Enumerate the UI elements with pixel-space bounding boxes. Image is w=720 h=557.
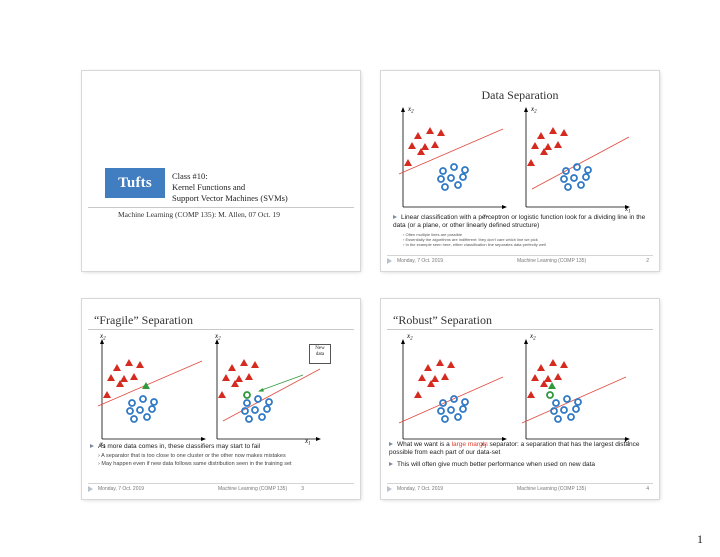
slide-2-title: Data Separation: [481, 88, 559, 102]
x-axis-label: x1: [99, 440, 106, 449]
slide-2-sub-1: › Often multiple lines are possible: [403, 232, 463, 237]
y-axis-label: x2: [530, 105, 537, 115]
title-line-1: Class #10:: [172, 171, 208, 181]
circles: [437, 163, 469, 191]
slide-2-data-separation[interactable]: Data Separation x2 x1: [381, 71, 659, 271]
x-axis-label: x1: [624, 205, 631, 215]
plot-right: x2 x1: [524, 105, 631, 215]
footer-date: Monday, 7 Oct. 2019: [98, 486, 145, 492]
y-axis-label: x2: [407, 105, 414, 115]
slide-4-title: “Robust” Separation: [393, 313, 492, 327]
x-axis-label: x1: [304, 437, 311, 447]
y-arrow: [401, 107, 405, 112]
footer-slide-number: 3: [301, 486, 304, 492]
slide-2-sub-3: › In the example seen here, either class…: [403, 242, 546, 247]
circles: [560, 163, 592, 191]
x-axis-label: x1: [482, 212, 489, 217]
new-data-point: [548, 382, 556, 389]
footer-date: Monday, 7 Oct. 2019: [397, 258, 444, 264]
triangles: [527, 127, 568, 166]
x-arrow: [502, 205, 507, 209]
footer-slide-number: 4: [646, 486, 649, 492]
footer-arrow-icon: [387, 486, 392, 492]
x-axis-label: x1: [623, 437, 630, 447]
footer-course: Machine Learning (COMP 135): [517, 258, 587, 264]
separator-line: [398, 128, 504, 175]
footer-date: Monday, 7 Oct. 2019: [397, 486, 444, 492]
y-axis-label: x2: [99, 332, 106, 342]
bullet-arrow-icon: [389, 462, 393, 467]
slide-4-robust-separation[interactable]: “Robust” Separation x2 x1 x2: [381, 299, 659, 499]
footer-course: Machine Learning (COMP 135): [218, 486, 288, 492]
new-data-callout: New data: [309, 344, 331, 364]
title-line-3: Support Vector Machines (SVMs): [172, 193, 288, 203]
y-axis-label: x2: [529, 332, 536, 342]
triangles: [404, 127, 445, 166]
y-axis-label: x2: [214, 332, 221, 342]
slide-3-title: “Fragile” Separation: [94, 313, 193, 327]
footer-arrow-icon: [387, 258, 392, 264]
slide-1-title-text: Class #10: Kernel Functions and Support …: [172, 171, 288, 204]
bullet-arrow-icon: [90, 444, 94, 449]
footer-course: Machine Learning (COMP 135): [517, 486, 587, 492]
plot-right: x2 x1: [521, 332, 630, 447]
y-arrow: [524, 107, 528, 112]
slide-3-footer: Monday, 7 Oct. 2019 Machine Learning (CO…: [88, 483, 354, 494]
slide-3-sub-1: › A separator that is too close to one c…: [98, 453, 286, 459]
slide-4-bullet-2: This will often give much better perform…: [389, 461, 651, 469]
plot-left: x2 x1: [398, 332, 507, 449]
slide-3-bullet: As more data comes in, these classifiers…: [90, 443, 350, 451]
footer-arrow-icon: [88, 486, 93, 492]
x-arrow: [625, 205, 630, 209]
separator-line: [521, 376, 627, 424]
slide-3-title-rule: [88, 329, 354, 330]
slide-4-title-rule: [387, 329, 653, 330]
callout-arrowhead: [258, 388, 264, 392]
plot-right: x2 x1: [214, 332, 321, 447]
large-margin-highlight: large margin: [451, 441, 488, 448]
plot-left: x2 x1: [97, 332, 206, 449]
title-line-2: Kernel Functions and: [172, 182, 246, 192]
page-number: 1: [697, 532, 703, 546]
callout-arrow: [258, 374, 304, 392]
footer-slide-number: 2: [646, 258, 649, 264]
separator-line: [531, 136, 630, 190]
slide-2-footer: Monday, 7 Oct. 2019 Machine Learning (CO…: [387, 255, 653, 266]
separator-line: [97, 360, 203, 407]
y-axis-label: x2: [406, 332, 413, 342]
tufts-logo: Tufts: [105, 168, 165, 198]
slide-3-fragile-separation[interactable]: “Fragile” Separation x2 x1: [82, 299, 360, 499]
new-data-point: [142, 382, 150, 389]
bullet-arrow-icon: [389, 442, 393, 447]
separator-line: [222, 368, 321, 422]
slide-1-divider: [88, 207, 354, 208]
slide-1-subtitle: Machine Learning (COMP 135): M. Allen, 0…: [118, 210, 280, 219]
slide-2-sub-2: › Essentially the algorithms are indiffe…: [403, 237, 538, 242]
slide-4-footer: Monday, 7 Oct. 2019 Machine Learning (CO…: [387, 483, 653, 494]
slide-4-bullet-1: What we want is a large margin separator…: [389, 441, 640, 456]
slide-3-sub-2: › May happen even if new data follows sa…: [98, 461, 292, 467]
plot-left: x2 x1: [398, 105, 507, 217]
slide-2-plots: x2 x1 x2 x1: [398, 105, 631, 217]
bullet-arrow-icon: [393, 215, 397, 220]
x-axis-label: x1: [480, 440, 487, 449]
new-data-point: [243, 391, 251, 399]
slide-4-plots: x2 x1 x2 x1: [398, 332, 630, 449]
slide-2-bullet: Linear classification with a perceptron …: [393, 214, 646, 229]
new-data-point: [546, 391, 554, 399]
slide-3-plots: x2 x1 x2 x1: [97, 332, 321, 449]
